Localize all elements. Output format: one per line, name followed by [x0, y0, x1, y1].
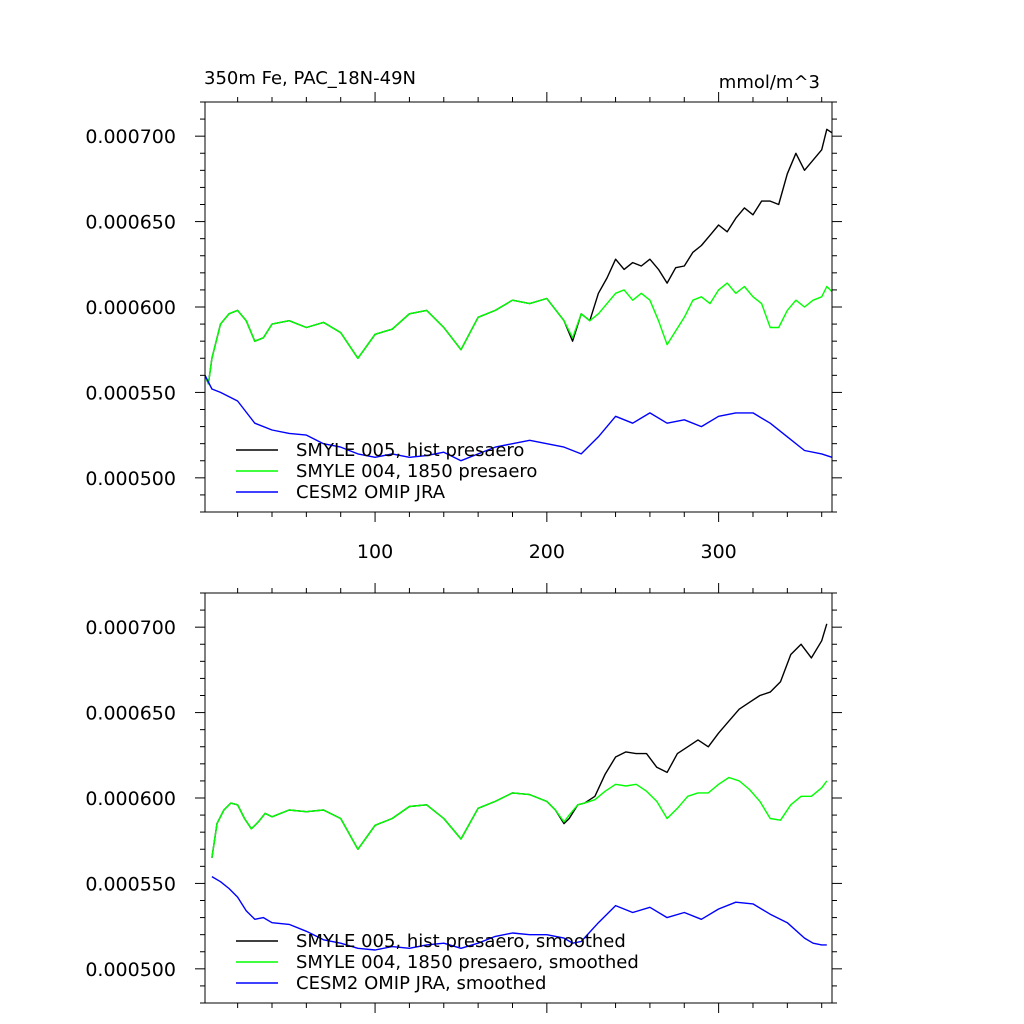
- series-line-2: [204, 374, 833, 462]
- series-line-0: [211, 623, 828, 858]
- x-tick-label: 100: [357, 541, 393, 563]
- figure-title-left: 350m Fe, PAC_18N-49N: [204, 68, 416, 89]
- top-panel-series-lines: [204, 128, 833, 462]
- y-tick-label: 0.000600: [85, 297, 176, 319]
- bottom-panel-ticks: [195, 583, 842, 1013]
- x-tick-label: 300: [700, 541, 736, 563]
- bottom-panel-legend: SMYLE 005, hist presaero, smoothedSMYLE …: [236, 931, 639, 994]
- y-tick-label: 0.000650: [85, 703, 176, 725]
- bottom-panel: 0.000500 0.000550 0.000600 0.000650 0.000700…: [85, 583, 842, 1013]
- top-panel-ticks: [195, 92, 842, 522]
- bottom-panel-frame: [204, 592, 833, 1004]
- y-tick-label: 0.000500: [85, 959, 176, 981]
- figure-title-right: mmol/m^3: [719, 72, 820, 93]
- y-tick-label: 0.000700: [85, 126, 176, 148]
- top-panel: 0.000500 0.000550 0.000600 0.000650 0.000700…: [85, 92, 842, 563]
- y-tick-label: 0.000550: [85, 382, 176, 404]
- y-tick-label: 0.000550: [85, 873, 176, 895]
- legend-label-0: SMYLE 005, hist presaero, smoothed: [296, 931, 626, 952]
- y-tick-label: 0.000700: [85, 617, 176, 639]
- series-line-2: [211, 875, 827, 951]
- series-line-1: [204, 282, 833, 385]
- bottom-panel-y-tick-labels: 0.000500 0.000550 0.000600 0.000650 0.000700: [85, 617, 176, 981]
- legend-label-2: CESM2 OMIP JRA: [296, 482, 446, 503]
- top-panel-y-tick-labels: 0.000500 0.000550 0.000600 0.000650 0.000700: [85, 126, 176, 490]
- legend-label-1: SMYLE 004, 1850 presaero, smoothed: [296, 952, 639, 973]
- y-tick-label: 0.000650: [85, 212, 176, 234]
- bottom-panel-series-lines: [211, 623, 828, 951]
- y-tick-label: 0.000500: [85, 468, 176, 490]
- top-panel-x-tick-labels: 100 200 300: [357, 541, 737, 563]
- series-line-1: [211, 776, 828, 858]
- series-line-0: [204, 128, 833, 385]
- top-panel-frame: [204, 101, 833, 513]
- legend-label-0: SMYLE 005, hist presaero: [296, 440, 524, 461]
- x-tick-label: 200: [529, 541, 565, 563]
- y-tick-label: 0.000600: [85, 788, 176, 810]
- legend-label-1: SMYLE 004, 1850 presaero: [296, 461, 537, 482]
- legend-label-2: CESM2 OMIP JRA, smoothed: [296, 973, 546, 994]
